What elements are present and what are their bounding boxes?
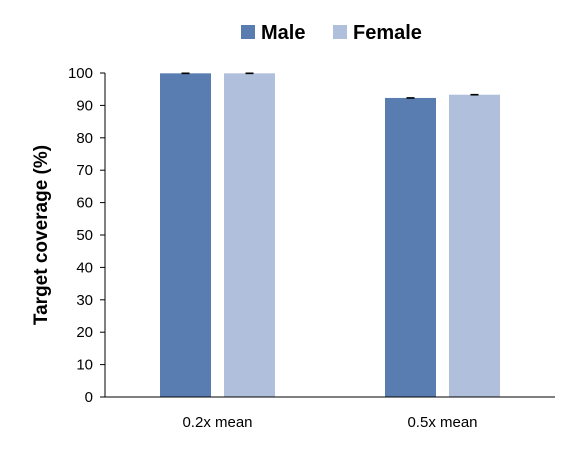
y-axis-title: Target coverage (%) xyxy=(31,145,52,325)
y-axis-ticks: 0 10 20 30 40 50 60 70 80 90 100 xyxy=(68,65,105,406)
y-tick-label: 70 xyxy=(76,162,93,179)
y-tick-label: 0 xyxy=(85,389,93,406)
y-tick-label: 10 xyxy=(76,357,93,374)
legend-label-female: Female xyxy=(353,22,422,44)
y-tick-label: 40 xyxy=(76,259,93,276)
legend-swatch-female xyxy=(333,25,347,39)
error-bars xyxy=(181,72,479,99)
y-tick-label: 20 xyxy=(76,324,93,341)
legend: Male Female xyxy=(241,22,422,44)
bar-female-1 xyxy=(224,73,275,397)
x-category-label: 0.2x mean xyxy=(182,414,252,431)
y-tick-label: 90 xyxy=(76,97,93,114)
bars xyxy=(160,73,500,397)
legend-label-male: Male xyxy=(261,22,305,44)
legend-swatch-male xyxy=(241,25,255,39)
bar-female-2 xyxy=(449,94,500,397)
bar-male-1 xyxy=(160,73,211,397)
x-axis-labels: 0.2x mean 0.5x mean xyxy=(182,414,477,431)
y-tick-label: 30 xyxy=(76,292,93,309)
y-tick-label: 50 xyxy=(76,227,93,244)
y-tick-label: 60 xyxy=(76,195,93,212)
x-category-label: 0.5x mean xyxy=(407,414,477,431)
y-tick-label: 80 xyxy=(76,130,93,147)
y-tick-label: 100 xyxy=(68,65,93,82)
bar-male-2 xyxy=(385,97,436,397)
